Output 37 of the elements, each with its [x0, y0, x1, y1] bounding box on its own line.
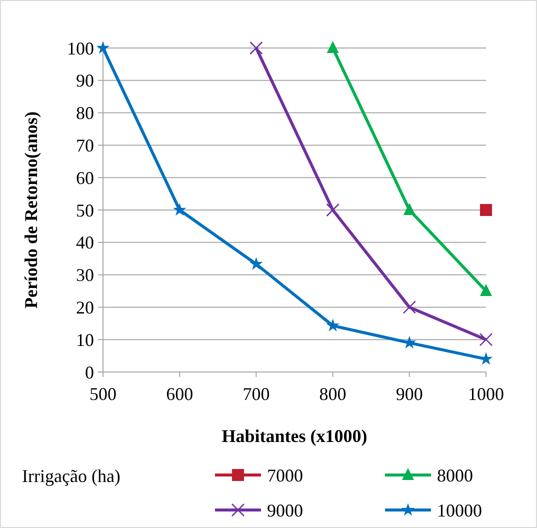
y-tick-label: 0 [85, 362, 94, 382]
x-axis-title: Habitantes (x1000) [222, 426, 368, 446]
point [250, 41, 263, 55]
y-tick-label: 100 [67, 38, 94, 58]
point [402, 300, 416, 314]
point [479, 332, 493, 346]
y-tick-label: 10 [76, 330, 94, 350]
y-axis-title: Período de Retorno(anos) [21, 112, 41, 308]
y-tick-label: 50 [76, 200, 94, 220]
y-tick-label: 40 [76, 232, 94, 253]
point [326, 318, 340, 332]
y-tick-label: 30 [76, 265, 94, 286]
legend-label: 9000 [267, 500, 303, 520]
point [326, 203, 340, 217]
point [96, 41, 110, 54]
point [172, 203, 186, 216]
point [479, 352, 493, 365]
legend-label: 10000 [437, 500, 482, 520]
point [250, 257, 263, 270]
x-tick-label: 700 [242, 384, 270, 404]
y-tick-label: 70 [76, 136, 94, 156]
point [480, 284, 492, 296]
legend-label: 7000 [267, 465, 303, 486]
point [480, 204, 492, 216]
x-tick-label: 600 [166, 384, 194, 404]
legend-label: 8000 [437, 465, 473, 486]
y-tick-label: 20 [76, 298, 94, 318]
y-tick-label: 80 [76, 103, 94, 124]
point [403, 203, 416, 215]
x-tick-label: 900 [396, 384, 423, 404]
legend-title: Irrigação (ha) [22, 466, 120, 486]
x-tick-label: 500 [90, 384, 116, 404]
x-tick-label: 800 [319, 384, 346, 404]
x-tick-label: 1000 [468, 384, 504, 404]
y-tick-label: 90 [76, 70, 94, 91]
point [326, 41, 339, 53]
y-tick-label: 60 [76, 168, 94, 188]
